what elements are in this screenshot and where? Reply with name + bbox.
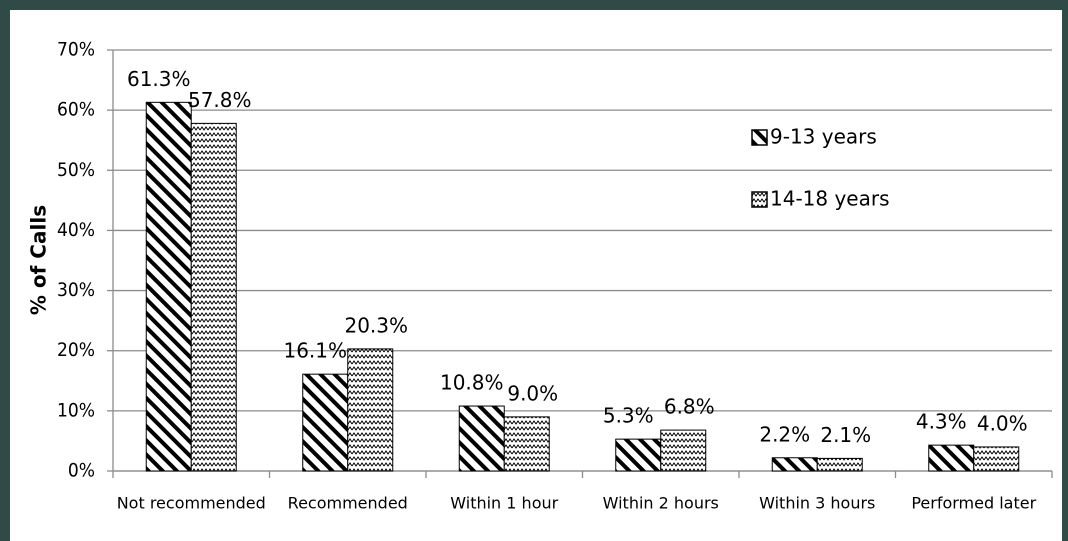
bar [928, 444, 975, 472]
value-label: 4.3% [916, 410, 967, 434]
y-tick-label: 10% [57, 399, 95, 421]
value-label: 4.0% [977, 411, 1028, 435]
x-tick-label: Recommended [288, 494, 408, 513]
bar [973, 446, 1020, 472]
bar [190, 122, 237, 472]
legend-label: 14-18 years [770, 187, 890, 211]
x-tick-label: Within 2 hours [603, 494, 719, 513]
y-tick-label: 20% [57, 339, 95, 361]
value-label: 6.8% [664, 395, 715, 419]
x-tick-label: Not recommended [117, 494, 266, 513]
y-tick-label: 50% [57, 159, 95, 181]
bar [660, 429, 707, 472]
bar [347, 348, 394, 472]
value-label: 2.1% [820, 423, 871, 447]
y-tick-label: 70% [57, 39, 95, 61]
bar [458, 405, 505, 472]
y-tick-label: 40% [57, 219, 95, 241]
value-label: 20.3% [344, 313, 408, 337]
value-label: 5.3% [603, 404, 654, 428]
y-tick-label: 30% [57, 279, 95, 301]
value-label: 9.0% [507, 381, 558, 405]
y-axis-label: % of Calls [27, 205, 51, 315]
y-tick-label: 0% [68, 460, 95, 482]
value-label: 16.1% [283, 339, 347, 363]
legend-swatch [751, 191, 768, 208]
bar [302, 373, 349, 472]
value-label: 2.2% [759, 422, 810, 446]
bar [816, 457, 863, 472]
bar [145, 101, 192, 472]
bar [615, 438, 662, 472]
x-tick-label: Within 3 hours [759, 494, 875, 513]
bar [503, 416, 550, 472]
value-label: 57.8% [188, 88, 252, 112]
value-label: 61.3% [127, 67, 191, 91]
value-label: 10.8% [440, 371, 504, 395]
y-tick-label: 60% [57, 99, 95, 121]
legend-swatch [751, 129, 768, 146]
x-tick-label: Within 1 hour [450, 494, 558, 513]
legend-label: 9-13 years [770, 125, 877, 149]
bar [771, 457, 818, 472]
x-tick-label: Performed later [911, 494, 1036, 513]
